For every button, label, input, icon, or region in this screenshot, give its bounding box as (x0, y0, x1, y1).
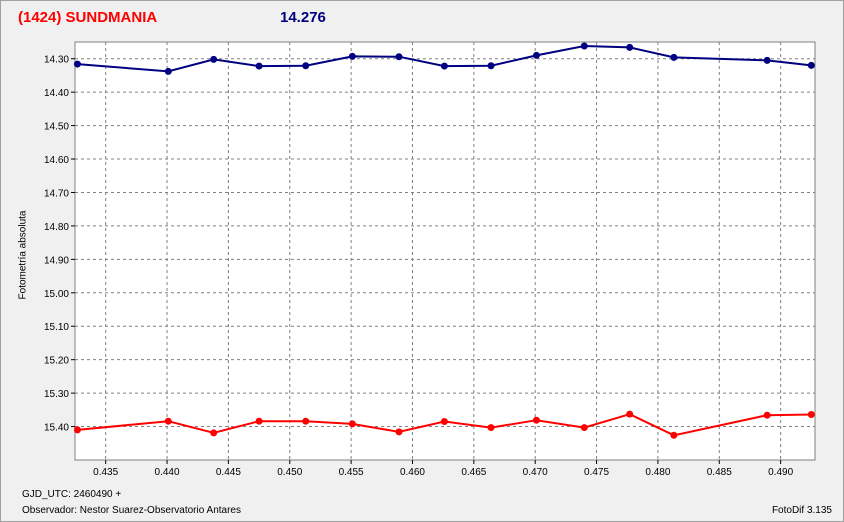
series-0-point (440, 62, 448, 70)
y-tick-label: 15.10 (44, 322, 69, 333)
series-1-point (73, 426, 81, 434)
series-0-point (487, 62, 495, 70)
x-tick-label: 0.465 (461, 467, 486, 478)
series-1-point (580, 424, 588, 432)
series-0-point (73, 60, 81, 68)
y-tick-label: 15.00 (44, 289, 69, 300)
series-1-point (302, 417, 310, 425)
mean-magnitude: 14.276 (280, 9, 326, 26)
series-1-point (210, 429, 218, 437)
grid-lines (75, 42, 815, 460)
plot-area (74, 41, 816, 461)
x-tick-label: 0.445 (216, 467, 241, 478)
x-tick-label: 0.435 (93, 467, 118, 478)
series-0-point (670, 53, 678, 61)
version-label: FotoDif 3.135 (771, 505, 832, 516)
series-1-point (763, 411, 771, 419)
axis-ticks: 0.435 0.440 0.445 0.450 0.455 0.460 0.465 0.470… (44, 55, 794, 478)
x-tick-label: 0.490 (768, 467, 793, 478)
series-1-point (348, 420, 356, 428)
series-0-point (807, 61, 815, 69)
series-0-point (626, 43, 634, 51)
series-0-point (210, 55, 218, 63)
y-tick-label: 15.40 (44, 423, 69, 434)
series-1-point (440, 418, 448, 426)
y-tick-label: 14.70 (44, 188, 69, 199)
series-1-point (532, 416, 540, 424)
y-tick-label: 14.30 (44, 55, 69, 66)
x-tick-label: 0.480 (645, 467, 670, 478)
series-0-point (532, 51, 540, 59)
series-0-point (763, 56, 771, 64)
series-0-point (302, 62, 310, 70)
series-0-point (395, 53, 403, 61)
series-0-point (255, 62, 263, 70)
y-tick-label: 14.80 (44, 222, 69, 233)
observer-label: Observador: Nestor Suarez-Observatorio A… (22, 505, 241, 516)
y-tick-label: 14.50 (44, 122, 69, 133)
series-1-point (487, 424, 495, 432)
x-tick-label: 0.455 (339, 467, 364, 478)
series-1-point (395, 428, 403, 436)
series-1-point (807, 411, 815, 419)
data-series (73, 42, 815, 439)
y-tick-label: 15.30 (44, 389, 69, 400)
series-0-point (164, 67, 172, 75)
gjd-label: GJD_UTC: 2460490 + (22, 489, 122, 500)
x-tick-label: 0.485 (707, 467, 732, 478)
y-tick-label: 15.20 (44, 356, 69, 367)
x-tick-label: 0.440 (155, 467, 180, 478)
object-title: (1424) SUNDMANIA (18, 9, 158, 26)
y-tick-label: 14.40 (44, 88, 69, 99)
x-tick-label: 0.460 (400, 467, 425, 478)
series-1-point (164, 417, 172, 425)
series-1-point (670, 431, 678, 439)
x-tick-label: 0.450 (277, 467, 302, 478)
x-tick-label: 0.470 (523, 467, 548, 478)
series-1-point (626, 410, 634, 418)
series-1-point (255, 417, 263, 425)
series-0-point (348, 52, 356, 60)
y-tick-label: 14.60 (44, 155, 69, 166)
y-tick-label: 14.90 (44, 255, 69, 266)
series-0-point (580, 42, 588, 50)
x-tick-label: 0.475 (584, 467, 609, 478)
